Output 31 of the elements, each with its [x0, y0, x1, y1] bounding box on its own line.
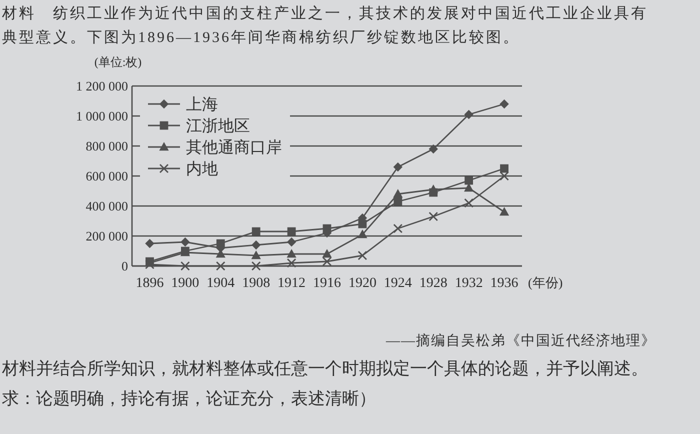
legend-label: 上海	[186, 96, 218, 114]
ytick: 200 000	[86, 228, 128, 244]
xtick: 1904	[206, 276, 235, 291]
ytick: 1 000 000	[76, 108, 128, 124]
xtick: 1908	[242, 276, 270, 291]
ytick: 0	[122, 258, 128, 274]
xtick: 1928	[419, 276, 448, 291]
legend-item: 上海	[148, 96, 218, 114]
ytick: 800 000	[86, 138, 128, 154]
xtick: 1916	[313, 276, 341, 291]
xtick: 1920	[348, 276, 376, 291]
title: 材料 纺织工业作为近代中国的支柱产业之一，其技术的发展对中国近代工业企业具有	[2, 6, 648, 22]
legend-label: 其他通商口岸	[186, 138, 282, 156]
legend-label: 内地	[186, 160, 218, 178]
xtick: 1900	[171, 276, 200, 291]
legend-item: 江浙地区	[148, 118, 250, 135]
note-source: ——摘编自吴松弟《中国近代经济地理》	[386, 334, 656, 349]
ytick: 600 000	[86, 168, 128, 184]
legend-item: 内地	[148, 161, 218, 178]
xtick: 1936	[490, 276, 518, 291]
xtick: 1896	[136, 276, 164, 291]
xlabel: (年份)	[528, 275, 563, 290]
ytick: 1 200 000	[76, 78, 128, 94]
legend-item: 其他通商口岸	[148, 140, 282, 156]
subtitle: 典型意义。下图为1896—1936年间华商棉纺织厂纱锭数地区比较图。	[2, 30, 520, 46]
legend-label: 江浙地区	[186, 117, 250, 135]
xtick: 1912	[278, 276, 306, 291]
ylabel: (单位:枚)	[94, 55, 142, 69]
xtick: 1924	[384, 276, 412, 291]
ytick: 400 000	[86, 198, 128, 214]
xtick: 1932	[454, 276, 483, 291]
